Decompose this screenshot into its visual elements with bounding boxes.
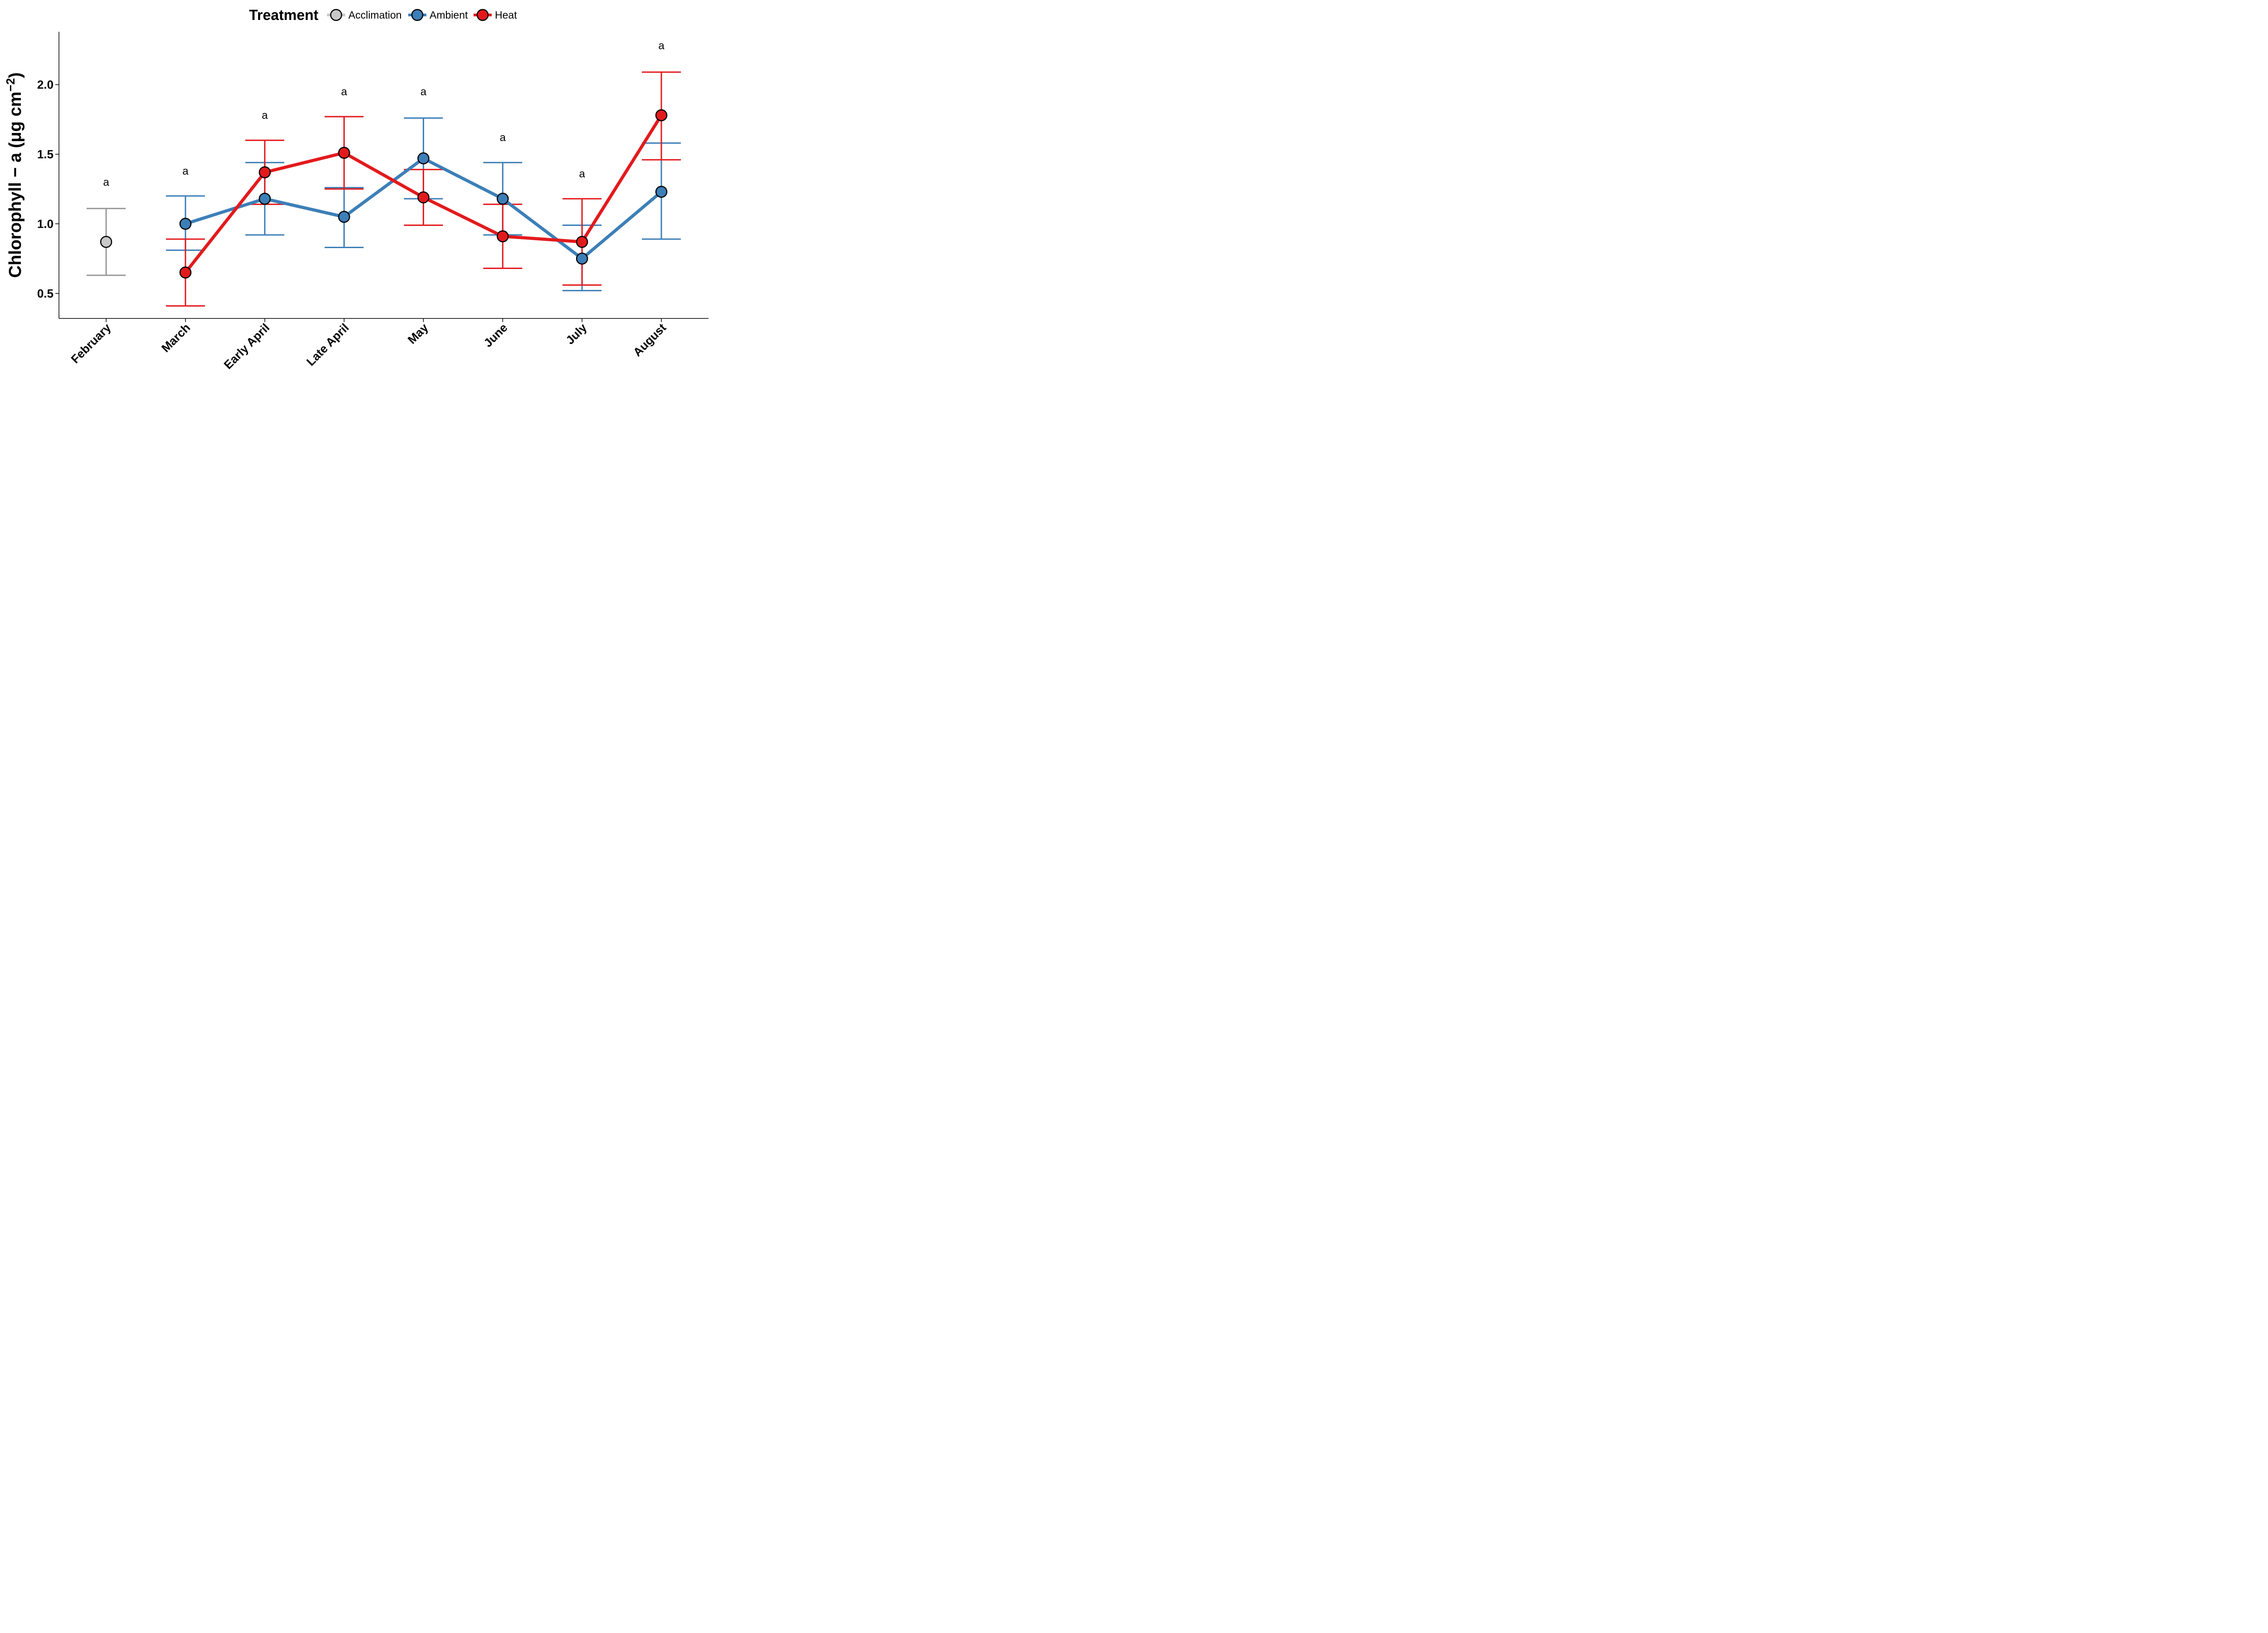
legend: Treatment Acclimation Ambient Heat xyxy=(249,7,517,23)
x-tick-label-february: February xyxy=(68,321,113,366)
point-acclimation-february xyxy=(100,236,112,248)
legend-key-point-ambient xyxy=(411,9,424,21)
significance-label-early-april: a xyxy=(262,109,268,122)
chart: Treatment Acclimation Ambient Heat Chloroph… xyxy=(0,0,711,388)
point-ambient-august xyxy=(655,186,668,198)
legend-key-point-acclimation xyxy=(330,9,342,21)
y-tick-label: 0.5 xyxy=(37,287,54,300)
y-axis-title-superscript: −2 xyxy=(4,78,17,92)
x-tick-label-march: March xyxy=(159,321,193,355)
point-ambient-june xyxy=(497,192,509,205)
point-heat-early-april xyxy=(259,166,271,179)
significance-label-august: a xyxy=(658,40,665,52)
x-tick-label-may: May xyxy=(405,321,431,347)
series xyxy=(87,71,681,307)
chart-svg: Treatment Acclimation Ambient Heat Chloroph… xyxy=(4,7,709,372)
axes: Chlorophyll − a (μg cm−2) xyxy=(4,32,709,319)
x-tick-label-late-april: Late April xyxy=(303,321,351,368)
point-heat-june xyxy=(497,230,509,243)
x-tick-label-august: August xyxy=(631,321,669,359)
significance-labels: a a a a a a a a xyxy=(103,40,665,189)
significance-label-july: a xyxy=(579,168,585,180)
point-ambient-march xyxy=(179,218,192,230)
y-axis-title-main: Chlorophyll − a (μg cm xyxy=(6,92,25,278)
x-tick-label-july: July xyxy=(563,321,589,347)
x-tick-label-early-april: Early April xyxy=(221,321,272,372)
significance-label-late-april: a xyxy=(341,86,347,98)
significance-label-june: a xyxy=(500,132,506,144)
significance-label-february: a xyxy=(103,176,109,188)
point-heat-august xyxy=(655,109,668,122)
point-heat-march xyxy=(179,266,192,279)
y-tick-label: 2.0 xyxy=(37,78,54,92)
legend-label-ambient: Ambient xyxy=(430,9,468,21)
significance-label-march: a xyxy=(182,165,189,177)
legend-key-point-heat xyxy=(476,9,489,21)
y-axis-title-close: ) xyxy=(6,72,25,78)
y-tick-label: 1.5 xyxy=(37,147,54,161)
legend-title: Treatment xyxy=(249,7,318,23)
legend-label-acclimation: Acclimation xyxy=(348,9,402,21)
point-ambient-may xyxy=(417,152,430,165)
significance-label-may: a xyxy=(420,86,427,98)
y-tick-label: 1.0 xyxy=(37,217,54,230)
legend-label-heat: Heat xyxy=(495,9,517,21)
point-ambient-late-april xyxy=(338,210,350,223)
point-heat-may xyxy=(417,191,430,204)
y-axis-title: Chlorophyll − a (μg cm−2) xyxy=(4,72,25,278)
point-heat-july xyxy=(576,236,588,248)
point-heat-late-april xyxy=(338,147,350,159)
series-heat-errorbars xyxy=(166,71,681,307)
point-ambient-early-april xyxy=(259,192,271,205)
point-ambient-july xyxy=(576,252,588,265)
x-tick-label-june: June xyxy=(481,321,510,350)
